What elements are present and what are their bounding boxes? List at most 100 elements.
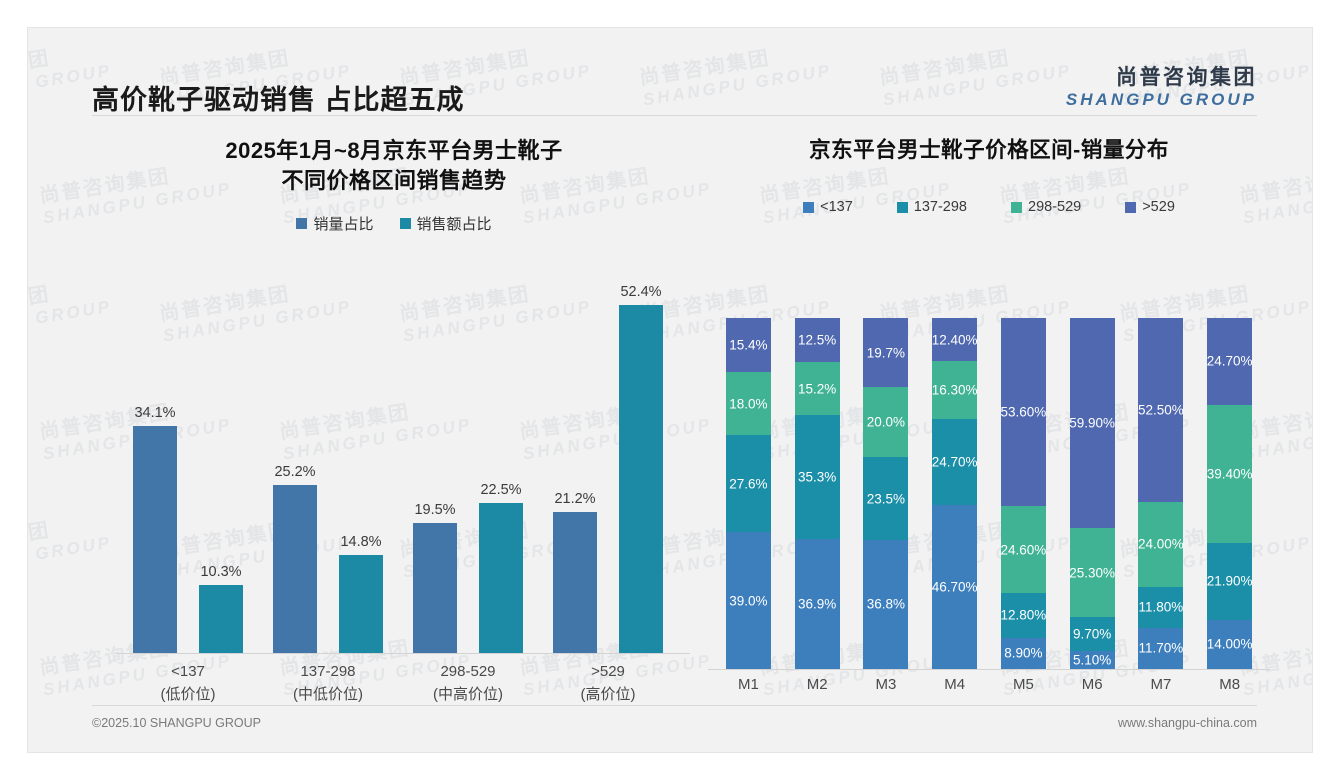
- chart-panel-sales-trend: 2025年1月~8月京东平台男士靴子 不同价格区间销售趋势 销量占比 销售额占比 …: [90, 136, 698, 716]
- stacked-bar-segment[interactable]: 11.80%: [1138, 586, 1184, 628]
- stacked-bar-column[interactable]: 12.5% 15.2% 35.3% 36.9%: [794, 318, 840, 669]
- stacked-bar-segment[interactable]: 21.90%: [1207, 542, 1253, 620]
- bar-column[interactable]: 25.2%: [273, 274, 317, 653]
- stacked-bar-segment[interactable]: 59.90%: [1069, 318, 1115, 529]
- x-axis-tick-label: M7: [1150, 676, 1172, 693]
- bar-rect[interactable]: [339, 554, 383, 653]
- segment-value-label: 53.60%: [1000, 404, 1047, 420]
- stacked-bar-segment[interactable]: 27.6%: [725, 435, 771, 533]
- stacked-bar-segment[interactable]: 12.5%: [794, 318, 840, 362]
- stacked-bar-column[interactable]: 52.50% 24.00% 11.80% 11.70%: [1137, 318, 1184, 669]
- bar-rect[interactable]: [479, 503, 523, 653]
- legend-item[interactable]: 298-529: [1011, 199, 1081, 215]
- segment-value-label: 20.0%: [866, 414, 906, 430]
- stacked-bar-segment[interactable]: 15.4%: [725, 318, 771, 373]
- footer-website: www.shangpu-china.com: [1118, 716, 1257, 730]
- stacked-bar-segment[interactable]: 46.70%: [931, 505, 978, 669]
- bar-column[interactable]: 10.3%: [199, 274, 243, 653]
- bar-column[interactable]: 14.8%: [339, 274, 383, 653]
- bar-column[interactable]: 34.1%: [133, 274, 177, 653]
- segment-value-label: 25.30%: [1069, 565, 1116, 581]
- stacked-bar-segment[interactable]: 14.00%: [1207, 619, 1253, 669]
- bar-value-label: 19.5%: [414, 502, 456, 519]
- stacked-bar-segment[interactable]: 16.30%: [932, 361, 978, 419]
- stacked-bar-segment[interactable]: 24.70%: [932, 418, 978, 506]
- stacked-bar-segment[interactable]: 24.60%: [1000, 506, 1046, 593]
- stacked-bar-column[interactable]: 53.60% 24.60% 12.80% 8.90%: [1000, 318, 1047, 669]
- stacked-bar-column[interactable]: 59.90% 25.30% 9.70% 5.10%: [1069, 318, 1116, 669]
- stacked-bar-segment[interactable]: 9.70%: [1069, 617, 1115, 652]
- bar-column[interactable]: 22.5%: [479, 274, 523, 653]
- legend-item-label: 298-529: [1028, 199, 1082, 216]
- bar-rect[interactable]: [133, 426, 177, 653]
- stacked-bar-column[interactable]: 19.7% 20.0% 23.5% 36.8%: [863, 318, 909, 669]
- stacked-bar-segment[interactable]: 5.10%: [1069, 651, 1115, 669]
- legend-item[interactable]: <137: [803, 199, 853, 215]
- legend-item[interactable]: 销售额占比: [399, 213, 492, 234]
- chart-legend-left: 销量占比 销售额占比: [90, 213, 698, 234]
- legend-item-label: <137: [820, 199, 853, 216]
- stacked-bar-segment[interactable]: 39.40%: [1207, 404, 1253, 543]
- stacked-bar-segment[interactable]: 18.0%: [725, 372, 771, 436]
- bar-rect[interactable]: [413, 523, 457, 653]
- segment-value-label: 9.70%: [1072, 626, 1112, 642]
- stacked-bar-column[interactable]: 24.70% 39.40% 21.90% 14.00%: [1206, 318, 1253, 669]
- stacked-bar-group: 19.7% 20.0% 23.5% 36.8%: [852, 318, 921, 669]
- x-axis-tick-label: M5: [1012, 676, 1034, 693]
- stacked-bar-segment[interactable]: 24.70%: [1206, 318, 1253, 405]
- logo-chinese-text: 尚普咨询集团: [1116, 66, 1257, 89]
- stacked-bar-segment[interactable]: 12.40%: [932, 318, 978, 362]
- header-divider: [92, 115, 1257, 116]
- x-axis-tick-label: M4: [944, 676, 966, 693]
- bar-group: 19.5% 22.5%: [398, 274, 538, 653]
- footer-divider: [92, 705, 1257, 706]
- stacked-bar-segment[interactable]: 20.0%: [863, 387, 909, 458]
- segment-value-label: 39.0%: [729, 593, 768, 609]
- stacked-bar-segment[interactable]: 11.70%: [1138, 627, 1184, 669]
- bar-column[interactable]: 19.5%: [413, 274, 457, 653]
- bar-rect[interactable]: [199, 584, 243, 653]
- x-axis-labels-right: M1 M2 M3 M4 M5 M6 M7 M8: [708, 676, 1270, 693]
- chart-title-left-line2: 不同价格区间销售趋势: [281, 167, 507, 193]
- segment-value-label: 15.2%: [797, 381, 837, 397]
- stacked-bar-segment[interactable]: 36.8%: [863, 539, 909, 669]
- stacked-bar-segment[interactable]: 53.60%: [1000, 318, 1047, 507]
- x-axis-line-left: [116, 653, 690, 654]
- stacked-bar-segment[interactable]: 36.9%: [794, 539, 840, 669]
- stacked-bar-segment[interactable]: 24.00%: [1138, 502, 1184, 587]
- segment-value-label: 52.50%: [1137, 402, 1184, 418]
- logo-english-text: SHANGPU GROUP: [1065, 90, 1257, 110]
- x-axis-tick-label: 137-298 (中低价位): [293, 663, 363, 704]
- bar-rect[interactable]: [619, 304, 663, 653]
- segment-value-label: 35.3%: [797, 469, 837, 485]
- x-axis-tick-label: M6: [1081, 676, 1103, 693]
- legend-swatch-icon: [296, 218, 308, 230]
- legend-item[interactable]: 137-298: [896, 199, 967, 216]
- bar-rect[interactable]: [273, 485, 317, 653]
- segment-value-label: 46.70%: [931, 579, 978, 595]
- segment-value-label: 24.70%: [1206, 353, 1253, 369]
- stacked-bar-column[interactable]: 12.40% 16.30% 24.70% 46.70%: [931, 318, 978, 669]
- legend-item[interactable]: 销量占比: [296, 213, 374, 234]
- stacked-bar-segment[interactable]: 15.2%: [794, 361, 840, 416]
- stacked-bar-segment[interactable]: 52.50%: [1137, 318, 1184, 503]
- stacked-bar-segment[interactable]: 23.5%: [863, 457, 909, 540]
- stacked-bar-segment[interactable]: 19.7%: [863, 318, 909, 388]
- bar-column[interactable]: 52.4%: [619, 274, 663, 653]
- segment-value-label: 11.80%: [1138, 599, 1184, 615]
- bar-rect[interactable]: [553, 512, 597, 653]
- stacked-bar-segment[interactable]: 8.90%: [1000, 637, 1046, 669]
- legend-item-label: 137-298: [913, 199, 967, 216]
- stacked-bar-segment[interactable]: 25.30%: [1069, 528, 1116, 618]
- stacked-bar-segment[interactable]: 35.3%: [794, 415, 840, 540]
- stacked-bar-segment[interactable]: 39.0%: [725, 532, 771, 669]
- stacked-bar-segment[interactable]: 12.80%: [1000, 592, 1047, 638]
- segment-value-label: 12.80%: [1000, 607, 1047, 623]
- stacked-bar-group: 24.70% 39.40% 21.90% 14.00%: [1195, 318, 1264, 669]
- segment-value-label: 27.6%: [729, 476, 768, 492]
- bar-column[interactable]: 21.2%: [553, 274, 597, 653]
- legend-item[interactable]: >529: [1125, 199, 1175, 215]
- x-axis-tick-label: M8: [1219, 676, 1241, 693]
- stacked-bar-column[interactable]: 15.4% 18.0% 27.6% 39.0%: [725, 318, 771, 669]
